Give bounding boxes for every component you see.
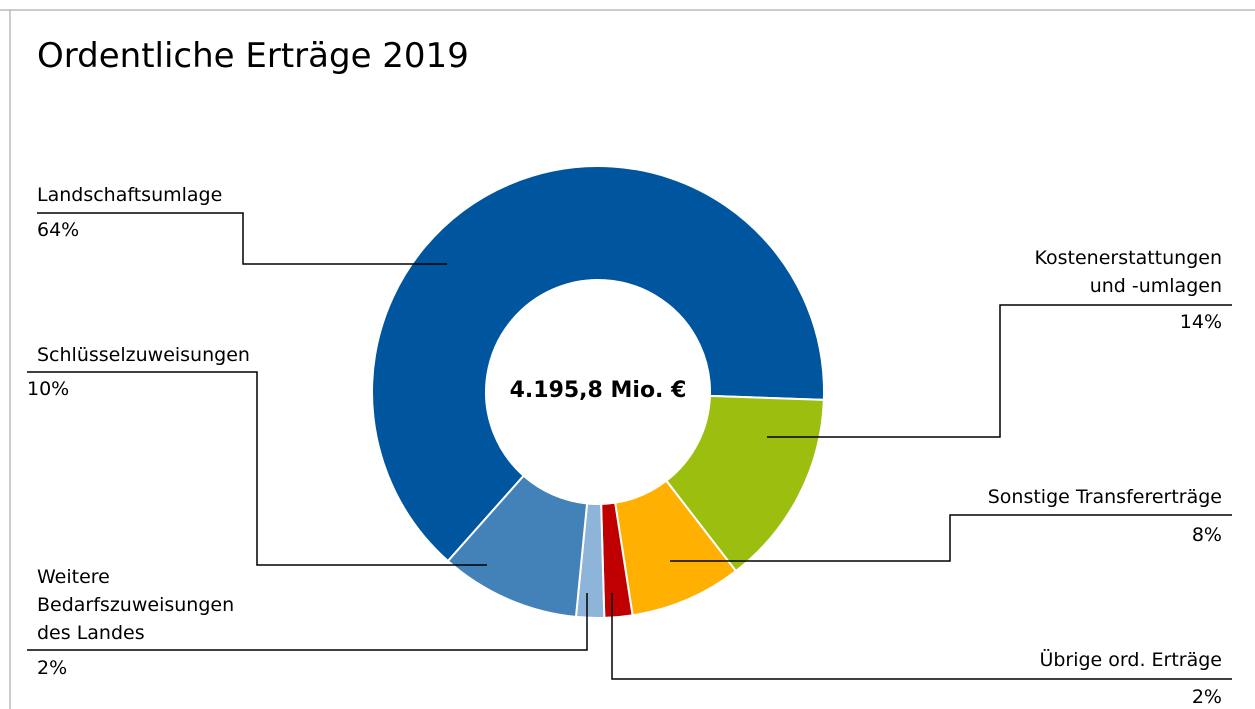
category-label: Übrige ord. Erträge — [1039, 649, 1222, 671]
leader-line — [767, 304, 1232, 438]
category-label: Sonstige Transfererträge — [987, 486, 1222, 508]
value-label: 8% — [1191, 524, 1222, 546]
value-label: 14% — [1179, 311, 1222, 333]
leader-line — [27, 371, 487, 566]
leader-line — [37, 212, 447, 265]
value-label: 2% — [37, 657, 68, 679]
category-label: Weitere Bedarfszuweisungen des Landes — [37, 566, 235, 644]
category-label: Kostenerstattungen und -umlagen — [1034, 247, 1223, 297]
donut-segment — [446, 474, 589, 619]
value-label: 64% — [37, 219, 80, 241]
center-label: 4.195,8 Mio. € — [509, 378, 687, 403]
leader-line — [27, 593, 588, 651]
chart-title: Ordentliche Erträge 2019 — [37, 36, 469, 76]
category-label: Landschaftsumlage — [37, 184, 223, 206]
value-label: 2% — [1191, 686, 1222, 708]
donut-segment — [371, 165, 825, 563]
category-label: Schlüsselzuweisungen — [37, 344, 250, 366]
value-label: 10% — [27, 378, 70, 400]
leader-line — [670, 514, 1232, 562]
leader-line — [611, 593, 1232, 680]
